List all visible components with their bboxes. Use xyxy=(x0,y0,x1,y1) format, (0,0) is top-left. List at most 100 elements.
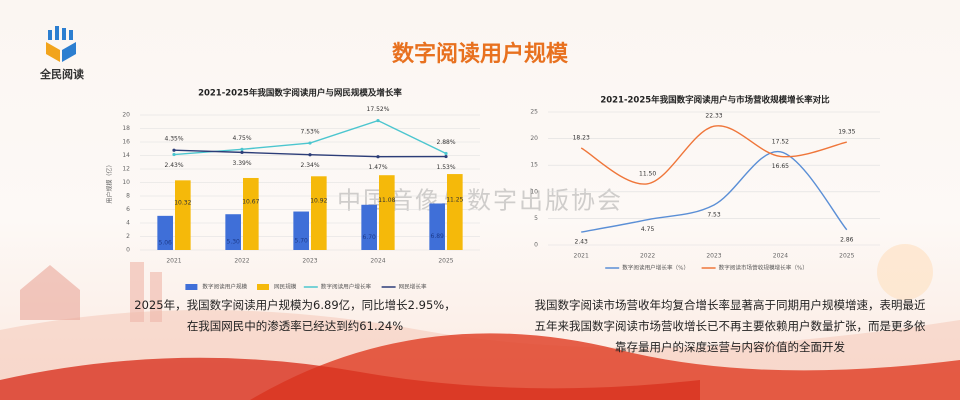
y-tick-label: 0 xyxy=(534,242,538,249)
logo-icon xyxy=(46,26,76,62)
line-value-label: 11.50 xyxy=(639,170,656,177)
caption-left: 2025年，我国数字阅读用户规模为6.89亿，同比增长2.95%， 在我国网民中… xyxy=(95,295,495,337)
chart-title: 2021-2025年我国数字阅读用户与市场营收规模增长率对比 xyxy=(600,95,830,106)
x-tick-label: 2023 xyxy=(302,258,317,265)
y-tick-label: 10 xyxy=(530,188,538,195)
x-tick-label: 2024 xyxy=(370,258,385,265)
x-tick-label: 2025 xyxy=(438,258,453,265)
line-value-label: 16.65 xyxy=(772,163,789,170)
line-value-label: 2.34% xyxy=(300,162,319,169)
bar-value-label: 10.67 xyxy=(242,198,259,205)
x-tick-label: 2023 xyxy=(706,253,721,260)
legend-swatch xyxy=(185,284,198,290)
line-point xyxy=(172,152,176,157)
bar-value-label: 11.08 xyxy=(378,197,395,204)
bar-value-label: 11.25 xyxy=(446,197,463,204)
bar xyxy=(243,177,259,250)
bar xyxy=(175,180,191,250)
line-value-label: 4.35% xyxy=(164,136,183,143)
logo-text: 全民阅读 xyxy=(39,67,84,81)
line-value-label: 18.23 xyxy=(573,135,590,142)
y-tick-label: 20 xyxy=(122,112,130,119)
bar-value-label: 5.70 xyxy=(295,237,309,244)
y-axis-label: 用户规模（亿） xyxy=(106,161,114,203)
line-value-label: 2.86 xyxy=(840,236,854,243)
line-point xyxy=(376,155,380,159)
line-value-label: 7.53% xyxy=(300,129,319,136)
x-tick-label: 2022 xyxy=(234,258,249,265)
y-tick-label: 14 xyxy=(122,152,130,159)
y-tick-label: 6 xyxy=(126,206,130,213)
line-value-label: 2.43% xyxy=(164,162,183,169)
line-point xyxy=(376,118,380,123)
x-tick-label: 2024 xyxy=(773,253,788,260)
x-tick-label: 2025 xyxy=(839,253,854,260)
line-value-label: 2.88% xyxy=(436,139,455,146)
line-value-label: 3.39% xyxy=(232,160,251,167)
line xyxy=(173,119,447,156)
y-tick-label: 20 xyxy=(530,135,538,142)
bar xyxy=(379,175,395,250)
line-value-label: 4.75 xyxy=(641,226,655,233)
bar-value-label: 6.70 xyxy=(363,234,377,241)
y-tick-label: 15 xyxy=(530,162,538,169)
bar xyxy=(361,204,377,250)
y-tick-label: 8 xyxy=(126,193,130,200)
y-tick-label: 2 xyxy=(126,233,130,240)
legend-label: 数字阅读用户增长率（%） xyxy=(622,264,689,272)
bar-value-label: 5.30 xyxy=(227,239,241,246)
legend-label: 数字阅读用户增长率 xyxy=(321,283,372,291)
line-point xyxy=(240,147,244,151)
x-tick-label: 2022 xyxy=(640,253,655,260)
x-tick-label: 2021 xyxy=(166,258,181,265)
line-point xyxy=(172,148,176,152)
bar xyxy=(225,214,241,250)
bar-value-label: 6.89 xyxy=(431,233,445,240)
bar xyxy=(293,211,309,250)
x-tick-label: 2021 xyxy=(574,253,589,260)
y-tick-label: 4 xyxy=(126,220,130,227)
y-tick-label: 5 xyxy=(534,215,538,222)
line-point xyxy=(444,151,448,156)
line-value-label: 2.43 xyxy=(575,239,589,246)
legend-label: 网民增长率 xyxy=(399,283,427,291)
y-tick-label: 18 xyxy=(122,125,130,132)
y-tick-label: 12 xyxy=(122,166,130,173)
bar-value-label: 5.06 xyxy=(159,239,173,246)
line-value-label: 17.52 xyxy=(772,138,789,145)
line-point xyxy=(444,154,448,159)
legend-swatch xyxy=(257,284,269,290)
line-value-label: 4.75% xyxy=(232,135,251,142)
bar xyxy=(447,174,463,250)
line-value-label: 22.33 xyxy=(705,113,722,120)
bar xyxy=(311,176,327,250)
line-point xyxy=(240,150,244,154)
y-tick-label: 0 xyxy=(126,247,130,254)
chart-title: 2021-2025年我国数字阅读用户与网民规模及增长率 xyxy=(198,88,402,99)
line-point xyxy=(308,153,312,157)
line xyxy=(580,125,847,185)
caption-line: 五年来我国数字阅读市场营收增长已不再主要依赖用户数量扩张，而是更多依 xyxy=(534,319,926,333)
caption-line: 靠存量用户的深度运营与内容价值的全面开发 xyxy=(615,340,845,354)
line-value-label: 17.52% xyxy=(367,106,390,113)
line xyxy=(581,151,848,233)
legend-label: 数字阅读市场营收规模增长率（%） xyxy=(719,264,808,272)
legend-label: 网民规模 xyxy=(274,283,297,291)
caption-right: 我国数字阅读市场营收年均复合增长率显著高于同期用户规模增速，表明最近 五年来我国… xyxy=(520,295,940,358)
line-point xyxy=(308,141,312,145)
y-tick-label: 10 xyxy=(122,179,130,186)
caption-line: 在我国网民中的渗透率已经达到约61.24% xyxy=(186,319,404,333)
line-value-label: 1.53% xyxy=(436,164,455,171)
y-tick-label: 16 xyxy=(122,139,130,146)
caption-line: 2025年，我国数字阅读用户规模为6.89亿，同比增长2.95%， xyxy=(134,298,456,312)
legend-label: 数字阅读用户规模 xyxy=(202,283,247,291)
bar-value-label: 10.92 xyxy=(310,198,327,205)
slide-title: 数字阅读用户规模 xyxy=(392,41,569,67)
y-tick-label: 25 xyxy=(530,109,538,116)
line-value-label: 7.53 xyxy=(707,211,721,218)
caption-line: 我国数字阅读市场营收年均复合增长率显著高于同期用户规模增速，表明最近 xyxy=(534,298,926,312)
bar xyxy=(429,203,445,250)
